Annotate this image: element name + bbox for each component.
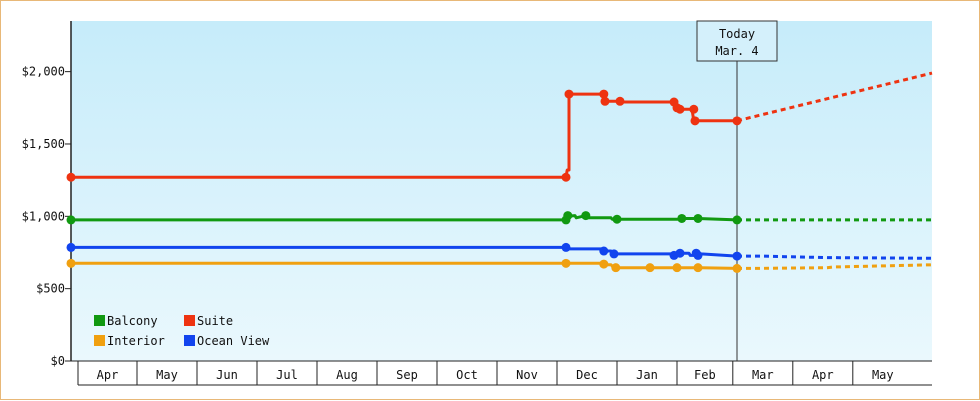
series-suite-point	[600, 96, 610, 106]
series-ocean-view-forecast	[737, 254, 933, 260]
series-ocean-view-point	[561, 242, 571, 252]
series-suite-forecast	[736, 71, 933, 123]
series-suite-point	[690, 116, 700, 126]
series-suite-point	[689, 104, 699, 114]
today-date: Mar. 4	[715, 44, 758, 58]
series-interior-point	[672, 263, 682, 273]
series-interior-point	[693, 263, 703, 273]
x-tick-label: Jan	[636, 368, 658, 382]
series-balcony-point	[732, 215, 742, 225]
x-tick-label: Aug	[336, 368, 358, 382]
series-suite-point	[561, 172, 571, 182]
series-interior-point	[611, 263, 621, 273]
series-balcony-point	[563, 211, 573, 221]
series-suite-point	[732, 116, 742, 126]
series-suite-point	[599, 89, 609, 99]
series-ocean-view-point	[609, 249, 619, 259]
x-tick-label: Apr	[812, 368, 834, 382]
legend-swatch-balcony	[94, 315, 105, 326]
x-tick-label: Feb	[694, 368, 716, 382]
series-suite-point	[66, 172, 76, 182]
series-interior-point	[645, 263, 655, 273]
x-tick-label: Apr	[97, 368, 119, 382]
series-suite-point	[675, 104, 685, 114]
x-tick-label: May	[872, 368, 894, 382]
series-interior-point	[732, 263, 742, 273]
y-tick-label: $1,500	[22, 137, 65, 151]
series-balcony-point	[612, 214, 622, 224]
x-tick-label: Mar	[752, 368, 774, 382]
legend-swatch-interior	[94, 335, 105, 346]
x-tick-label: Oct	[456, 368, 478, 382]
series-ocean-view-point	[599, 246, 609, 256]
series-balcony-point	[581, 211, 591, 221]
series-ocean-view-point	[66, 242, 76, 252]
x-tick-label: Sep	[396, 368, 418, 382]
x-tick-label: Nov	[516, 368, 538, 382]
y-tick-label: $2,000	[22, 65, 65, 79]
series-interior-point	[561, 258, 571, 268]
legend-label-ocean-view: Ocean View	[197, 334, 270, 348]
y-tick-label: $1,000	[22, 209, 65, 223]
series-balcony-point	[677, 213, 687, 223]
series-ocean-view-point	[693, 250, 703, 260]
series-interior-forecast	[737, 263, 933, 270]
legend-swatch-suite	[184, 315, 195, 326]
series-ocean-view-point	[675, 248, 685, 258]
series-suite-point	[615, 96, 625, 106]
legend-label-balcony: Balcony	[107, 314, 158, 328]
legend-swatch-ocean-view	[184, 335, 195, 346]
y-tick-label: $500	[36, 282, 65, 296]
legend-label-suite: Suite	[197, 314, 233, 328]
plot-area	[71, 21, 932, 361]
x-tick-label: Dec	[576, 368, 598, 382]
series-balcony-point	[693, 213, 703, 223]
x-tick-label: Jun	[216, 368, 238, 382]
x-tick-label: Jul	[276, 368, 298, 382]
series-interior-point	[66, 258, 76, 268]
series-ocean-view-point	[732, 251, 742, 261]
legend-label-interior: Interior	[107, 334, 165, 348]
series-interior-line	[71, 261, 738, 270]
today-label: Today	[719, 27, 755, 41]
y-tick-label: $0	[51, 354, 65, 368]
series-balcony-point	[66, 215, 76, 225]
x-tick-label: May	[156, 368, 178, 382]
series-suite-point	[564, 89, 574, 99]
series-interior-point	[599, 259, 609, 269]
today-callout-box	[696, 20, 778, 62]
